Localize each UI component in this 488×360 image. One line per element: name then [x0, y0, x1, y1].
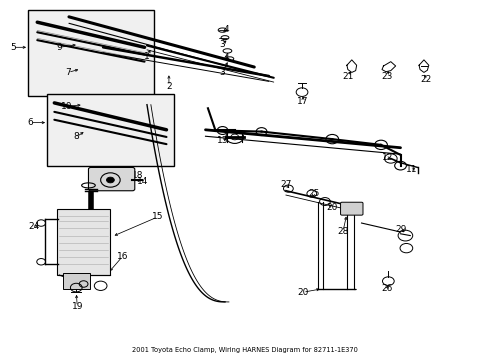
Text: 23: 23 [381, 72, 392, 81]
Text: 5: 5 [10, 43, 16, 52]
Text: 27: 27 [280, 180, 291, 189]
Text: 11: 11 [405, 165, 416, 174]
FancyBboxPatch shape [340, 202, 362, 215]
Text: 10: 10 [61, 102, 72, 111]
Text: 19: 19 [71, 302, 83, 311]
Text: 18: 18 [131, 171, 142, 180]
Text: 14: 14 [137, 176, 148, 185]
Circle shape [106, 177, 114, 183]
Text: 28: 28 [337, 227, 348, 236]
Text: 7: 7 [65, 68, 71, 77]
FancyBboxPatch shape [88, 167, 135, 191]
Text: 29: 29 [395, 225, 407, 234]
Text: 12: 12 [381, 153, 392, 162]
Bar [27, 10, 154, 96]
Text: 15: 15 [152, 212, 163, 221]
Text: 8: 8 [73, 132, 79, 141]
Text: 17: 17 [297, 97, 308, 106]
Text: 6: 6 [27, 118, 33, 127]
Text: 13: 13 [216, 136, 228, 145]
Text: 3: 3 [219, 40, 225, 49]
Text: 20: 20 [297, 288, 308, 297]
Bar [57, 209, 110, 275]
Bar [47, 94, 173, 166]
Text: 2: 2 [166, 82, 171, 91]
Text: 4: 4 [223, 25, 228, 34]
Text: 22: 22 [419, 75, 430, 84]
Text: 26: 26 [381, 284, 392, 293]
Text: 2001 Toyota Echo Clamp, Wiring HARNES Diagram for 82711-1E370: 2001 Toyota Echo Clamp, Wiring HARNES Di… [131, 347, 357, 354]
Text: 4: 4 [223, 53, 228, 62]
Text: 9: 9 [56, 43, 62, 52]
Text: 25: 25 [307, 189, 319, 198]
Bar [63, 273, 90, 289]
Text: 20: 20 [326, 203, 337, 212]
Text: 3: 3 [219, 68, 225, 77]
Text: 1: 1 [144, 52, 149, 61]
Text: 16: 16 [117, 252, 128, 261]
Text: 24: 24 [28, 222, 40, 231]
Text: 21: 21 [342, 72, 353, 81]
